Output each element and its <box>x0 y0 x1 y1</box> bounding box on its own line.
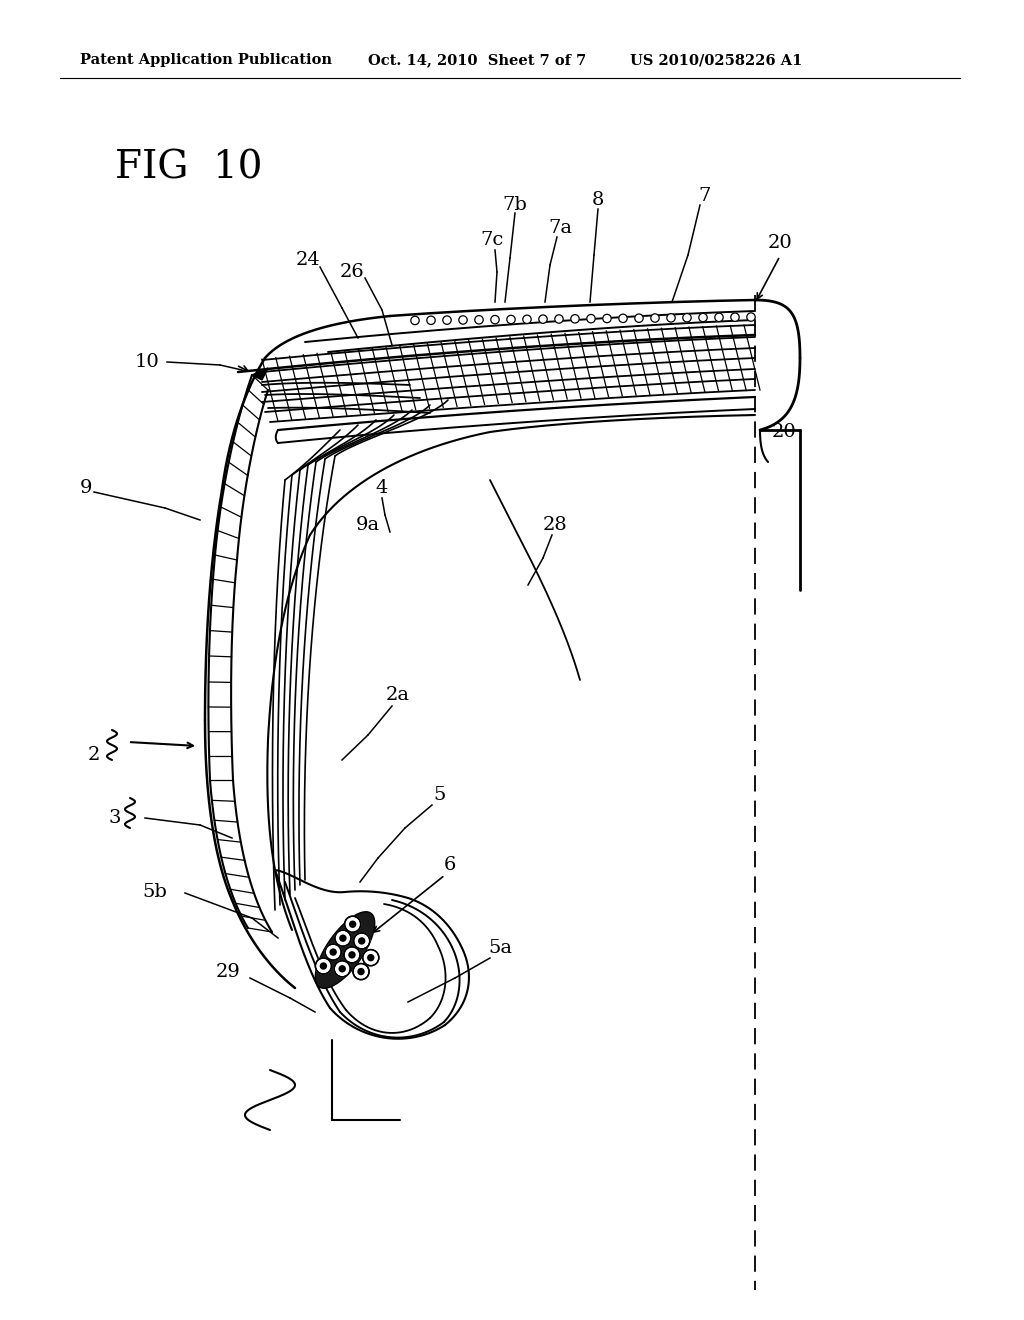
Circle shape <box>540 315 547 323</box>
Circle shape <box>349 952 355 958</box>
Circle shape <box>459 317 467 323</box>
Circle shape <box>321 964 327 969</box>
Text: 20: 20 <box>772 422 797 441</box>
Circle shape <box>326 944 341 960</box>
Circle shape <box>731 313 738 321</box>
Text: 2a: 2a <box>386 686 410 704</box>
Text: 6: 6 <box>443 855 456 874</box>
Text: 24: 24 <box>296 251 321 269</box>
Text: FIG  10: FIG 10 <box>115 149 262 186</box>
Circle shape <box>368 954 374 961</box>
Polygon shape <box>252 368 268 380</box>
Circle shape <box>344 946 360 962</box>
Circle shape <box>353 964 369 979</box>
Text: Oct. 14, 2010  Sheet 7 of 7: Oct. 14, 2010 Sheet 7 of 7 <box>368 53 587 67</box>
Circle shape <box>699 314 707 321</box>
Circle shape <box>349 921 355 927</box>
Text: 5a: 5a <box>488 939 512 957</box>
Polygon shape <box>315 912 375 989</box>
Circle shape <box>715 314 723 321</box>
Circle shape <box>337 932 349 945</box>
Text: 10: 10 <box>135 352 160 371</box>
Circle shape <box>748 313 755 321</box>
Circle shape <box>335 931 351 946</box>
Circle shape <box>555 315 563 323</box>
Circle shape <box>507 315 515 323</box>
Text: 7a: 7a <box>548 219 572 238</box>
Text: 9a: 9a <box>356 516 380 535</box>
Circle shape <box>635 314 643 322</box>
Circle shape <box>362 949 379 966</box>
Circle shape <box>321 964 327 969</box>
Circle shape <box>358 939 365 944</box>
Circle shape <box>327 945 340 958</box>
Text: 7b: 7b <box>503 195 527 214</box>
Circle shape <box>315 958 332 974</box>
Circle shape <box>587 315 595 322</box>
Circle shape <box>571 315 579 322</box>
Circle shape <box>358 969 364 974</box>
Circle shape <box>427 317 435 325</box>
Text: 2: 2 <box>88 746 100 764</box>
Circle shape <box>334 961 350 977</box>
Text: 4: 4 <box>376 479 388 498</box>
Circle shape <box>346 917 359 931</box>
Circle shape <box>523 315 530 323</box>
Circle shape <box>668 314 675 322</box>
Text: 20: 20 <box>768 234 793 252</box>
Text: 7c: 7c <box>480 231 504 249</box>
Circle shape <box>651 314 658 322</box>
Text: 3: 3 <box>109 809 121 828</box>
Circle shape <box>354 965 368 978</box>
Text: 8: 8 <box>592 191 604 209</box>
Circle shape <box>620 314 627 322</box>
Circle shape <box>340 935 346 941</box>
Circle shape <box>340 935 346 941</box>
Circle shape <box>365 952 377 964</box>
Circle shape <box>349 921 355 927</box>
Circle shape <box>339 966 345 972</box>
Text: 26: 26 <box>340 263 365 281</box>
Circle shape <box>358 969 364 974</box>
Circle shape <box>358 939 365 944</box>
Circle shape <box>603 314 610 322</box>
Circle shape <box>353 933 370 949</box>
Text: US 2010/0258226 A1: US 2010/0258226 A1 <box>630 53 803 67</box>
Circle shape <box>336 962 349 975</box>
Text: 28: 28 <box>543 516 567 535</box>
Circle shape <box>355 935 369 948</box>
Circle shape <box>330 949 336 956</box>
Text: Patent Application Publication: Patent Application Publication <box>80 53 332 67</box>
Text: 5b: 5b <box>142 883 168 902</box>
Circle shape <box>339 966 345 972</box>
Circle shape <box>412 317 419 325</box>
Text: 9: 9 <box>80 479 92 498</box>
Circle shape <box>345 916 360 932</box>
Circle shape <box>368 954 374 961</box>
Circle shape <box>330 949 336 956</box>
Circle shape <box>345 948 358 961</box>
Circle shape <box>475 315 482 323</box>
Text: 29: 29 <box>216 964 241 981</box>
Text: 7: 7 <box>698 187 712 205</box>
Circle shape <box>492 315 499 323</box>
Circle shape <box>349 952 355 958</box>
Text: 5: 5 <box>434 785 446 804</box>
Circle shape <box>683 314 691 322</box>
Circle shape <box>443 317 451 323</box>
Circle shape <box>316 960 330 973</box>
